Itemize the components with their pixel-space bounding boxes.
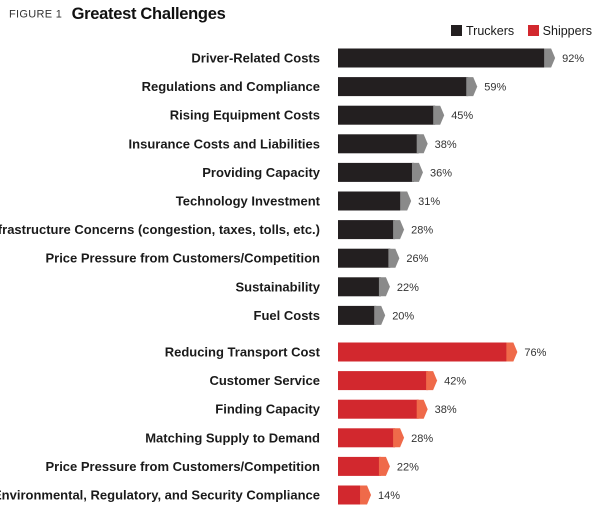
category-label-shippers-4: Price Pressure from Customers/Competitio…	[45, 459, 320, 474]
figure-header: FIGURE 1 Greatest Challenges	[9, 5, 226, 27]
legend-label-truckers: Truckers	[466, 24, 515, 38]
category-label-truckers-4: Providing Capacity	[202, 165, 321, 180]
bar-tip-shippers-0	[506, 342, 518, 362]
bar-tip-truckers-2	[433, 105, 445, 125]
bar-shippers-3	[338, 428, 396, 448]
category-label-truckers-6: Infrastructure Concerns (congestion, tax…	[0, 222, 320, 237]
value-label-truckers-9: 20%	[392, 310, 414, 322]
value-label-truckers-1: 59%	[484, 82, 506, 94]
category-label-shippers-5: Environmental, Regulatory, and Security …	[0, 488, 320, 503]
bar-truckers-7	[338, 248, 391, 268]
category-label-shippers-3: Matching Supply to Demand	[145, 430, 320, 445]
bar-tip-shippers-1	[426, 371, 438, 391]
category-label-truckers-9: Fuel Costs	[254, 308, 320, 323]
bar-truckers-5	[338, 191, 403, 211]
bar-shippers-4	[338, 456, 381, 476]
chart-title: Greatest Challenges	[71, 5, 226, 23]
category-label-truckers-8: Sustainability	[235, 279, 320, 294]
category-label-truckers-1: Regulations and Compliance	[142, 79, 320, 94]
category-label-shippers-0: Reducing Transport Cost	[165, 345, 321, 360]
value-label-shippers-0: 76%	[524, 347, 546, 359]
legend-swatch-shippers	[527, 25, 539, 36]
bar-tip-truckers-9	[374, 305, 386, 325]
bar-tip-truckers-8	[378, 277, 390, 297]
value-label-shippers-4: 22%	[397, 461, 419, 473]
legend-item-truckers: Truckers	[451, 24, 514, 38]
value-label-truckers-2: 45%	[451, 110, 473, 122]
category-label-truckers-5: Technology Investment	[176, 194, 321, 209]
bar-tip-shippers-2	[416, 399, 428, 419]
bar-tip-truckers-1	[466, 77, 478, 97]
bar-shippers-2	[338, 399, 419, 419]
value-label-truckers-0: 92%	[562, 53, 584, 65]
category-label-truckers-7: Price Pressure from Customers/Competitio…	[45, 251, 320, 266]
bar-tip-truckers-4	[411, 162, 423, 182]
bar-tip-truckers-5	[400, 191, 412, 211]
bar-truckers-1	[338, 77, 469, 97]
value-label-shippers-1: 42%	[444, 376, 466, 388]
bar-tip-truckers-7	[388, 248, 400, 268]
figure-label: FIGURE 1	[9, 8, 63, 21]
bar-shippers-5	[338, 485, 363, 505]
bar-tip-truckers-3	[416, 134, 428, 154]
value-label-truckers-6: 28%	[411, 225, 433, 237]
bar-shippers-1	[338, 371, 429, 391]
value-label-shippers-3: 28%	[411, 433, 433, 445]
category-label-shippers-2: Finding Capacity	[215, 402, 321, 417]
legend-label-shippers: Shippers	[542, 24, 592, 38]
chart-legend: Truckers Shippers	[441, 24, 592, 38]
bar-tip-shippers-5	[360, 485, 372, 505]
bar-tip-shippers-4	[378, 456, 390, 476]
value-label-shippers-2: 38%	[435, 404, 457, 416]
category-label-truckers-3: Insurance Costs and Liabilities	[129, 136, 320, 151]
legend-swatch-truckers	[451, 25, 463, 36]
category-label-truckers-2: Rising Equipment Costs	[170, 108, 320, 123]
bar-truckers-6	[338, 220, 396, 240]
bar-tip-truckers-0	[544, 48, 556, 68]
bar-shippers-0	[338, 342, 509, 362]
category-label-shippers-1: Customer Service	[209, 373, 320, 388]
legend-item-shippers: Shippers	[527, 24, 592, 38]
value-label-truckers-7: 26%	[406, 253, 428, 265]
bar-truckers-3	[338, 134, 419, 154]
category-label-truckers-0: Driver-Related Costs	[191, 51, 320, 66]
bar-truckers-0	[338, 48, 547, 68]
value-label-truckers-8: 22%	[397, 282, 419, 294]
value-label-truckers-3: 38%	[435, 139, 457, 151]
bar-truckers-9	[338, 305, 377, 325]
value-label-truckers-5: 31%	[418, 196, 440, 208]
bar-tip-truckers-6	[393, 220, 405, 240]
bar-truckers-8	[338, 277, 381, 297]
bar-tip-shippers-3	[393, 428, 405, 448]
bar-truckers-4	[338, 162, 414, 182]
bar-truckers-2	[338, 105, 436, 125]
value-label-shippers-5: 14%	[378, 490, 400, 502]
value-label-truckers-4: 36%	[430, 167, 452, 179]
